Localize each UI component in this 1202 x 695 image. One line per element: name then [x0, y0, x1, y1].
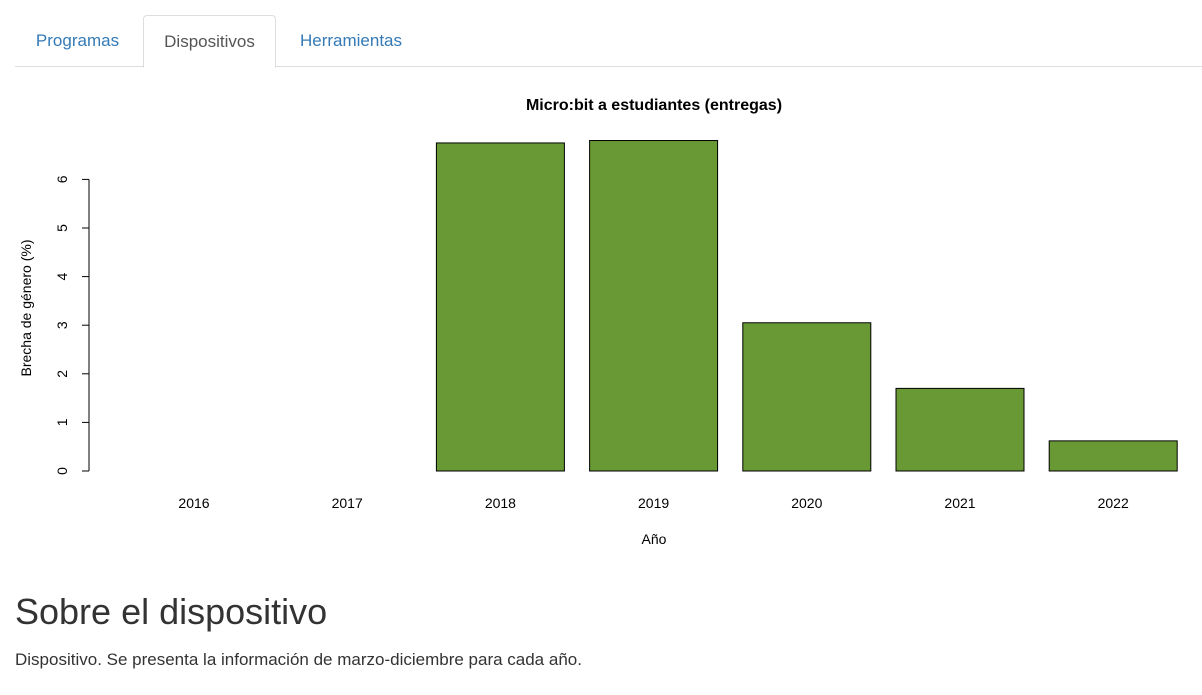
- bar-2022: [1048, 440, 1178, 472]
- y-tick-label: 1: [54, 418, 70, 426]
- chart-title: Micro:bit a estudiantes (entregas): [526, 97, 782, 114]
- x-tick-label-2020: 2020: [791, 495, 822, 511]
- y-tick-label: 4: [54, 272, 70, 280]
- bar-2018: [435, 142, 565, 472]
- x-axis-title: Año: [642, 531, 667, 547]
- y-tick-label: 0: [54, 467, 70, 475]
- tab-herramientas[interactable]: Herramientas: [299, 31, 403, 50]
- bars: [435, 140, 1178, 472]
- x-tick-label-2022: 2022: [1098, 495, 1129, 511]
- y-tick-label: 6: [54, 175, 70, 183]
- x-axis-labels: 2016 2017 2018 2019 2020 2021 2022: [178, 495, 1129, 511]
- x-tick-label-2017: 2017: [332, 495, 363, 511]
- bar-2019: [589, 140, 719, 472]
- bar-2021: [895, 387, 1025, 472]
- tab-dispositivos[interactable]: Dispositivos: [143, 15, 276, 68]
- bar-2020: [742, 322, 872, 472]
- tab-programas[interactable]: Programas: [35, 31, 120, 50]
- tab-bar: Programas Dispositivos Herramientas: [15, 15, 1202, 68]
- x-tick-label-2021: 2021: [944, 495, 975, 511]
- section-description: Dispositivo. Se presenta la información …: [15, 650, 582, 669]
- x-tick-label-2019: 2019: [638, 495, 669, 511]
- x-tick-label-2016: 2016: [178, 495, 209, 511]
- bar-chart: Micro:bit a estudiantes (entregas) 0 1 2 3 4…: [18, 97, 1178, 547]
- y-axis-title: Brecha de género (%): [18, 240, 34, 377]
- x-tick-label-2018: 2018: [485, 495, 516, 511]
- y-tick-label: 3: [54, 321, 70, 329]
- y-axis: 0 1 2 3 4 5 6: [54, 175, 90, 475]
- y-tick-label: 5: [54, 224, 70, 232]
- y-tick-label: 2: [54, 370, 70, 378]
- section-heading: Sobre el dispositivo: [15, 591, 328, 632]
